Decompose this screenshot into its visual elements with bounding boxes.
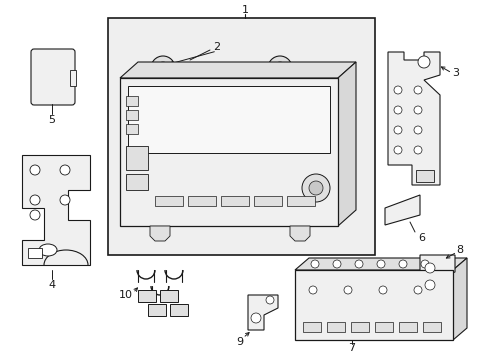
Bar xyxy=(28,248,42,258)
Bar xyxy=(294,270,452,340)
Circle shape xyxy=(151,56,175,80)
Bar xyxy=(160,290,178,302)
Circle shape xyxy=(273,62,285,74)
Circle shape xyxy=(30,165,40,175)
Circle shape xyxy=(60,195,70,205)
Polygon shape xyxy=(247,295,278,330)
Circle shape xyxy=(398,260,406,268)
Bar xyxy=(155,196,183,206)
Bar xyxy=(187,196,216,206)
Text: 6: 6 xyxy=(418,233,425,243)
Polygon shape xyxy=(294,258,466,270)
Polygon shape xyxy=(384,195,419,225)
Polygon shape xyxy=(419,255,454,295)
Circle shape xyxy=(302,174,329,202)
Circle shape xyxy=(265,296,273,304)
Circle shape xyxy=(378,286,386,294)
Bar xyxy=(138,290,156,302)
Bar xyxy=(221,196,248,206)
Polygon shape xyxy=(120,62,355,78)
Text: 8: 8 xyxy=(455,245,463,255)
Polygon shape xyxy=(222,68,234,76)
Text: 7: 7 xyxy=(348,343,355,353)
Circle shape xyxy=(60,165,70,175)
Bar xyxy=(148,304,165,316)
Circle shape xyxy=(420,260,428,268)
Bar xyxy=(350,322,368,332)
Circle shape xyxy=(308,181,323,195)
Bar xyxy=(170,304,187,316)
Bar xyxy=(398,322,416,332)
Text: 3: 3 xyxy=(451,68,459,78)
Circle shape xyxy=(30,195,40,205)
Circle shape xyxy=(413,126,421,134)
Circle shape xyxy=(267,56,291,80)
Circle shape xyxy=(376,260,384,268)
Bar xyxy=(70,70,76,86)
Text: 1: 1 xyxy=(241,5,248,15)
FancyBboxPatch shape xyxy=(31,49,75,105)
Circle shape xyxy=(30,210,40,220)
Bar xyxy=(374,322,392,332)
Circle shape xyxy=(413,286,421,294)
Bar xyxy=(253,196,282,206)
Circle shape xyxy=(393,86,401,94)
Bar xyxy=(303,322,320,332)
Bar xyxy=(286,196,314,206)
Polygon shape xyxy=(452,258,466,340)
Polygon shape xyxy=(337,62,355,226)
Circle shape xyxy=(424,263,434,273)
Circle shape xyxy=(393,146,401,154)
Bar xyxy=(126,110,138,120)
Bar xyxy=(126,174,148,190)
Polygon shape xyxy=(150,226,170,241)
Bar xyxy=(126,124,138,134)
Circle shape xyxy=(250,313,261,323)
Circle shape xyxy=(393,126,401,134)
Polygon shape xyxy=(289,226,309,241)
Text: 9: 9 xyxy=(236,337,243,347)
Circle shape xyxy=(308,286,316,294)
Polygon shape xyxy=(22,155,90,265)
Circle shape xyxy=(310,260,318,268)
Bar xyxy=(326,322,345,332)
Polygon shape xyxy=(387,52,439,185)
Circle shape xyxy=(413,106,421,114)
Text: 10: 10 xyxy=(119,290,133,300)
Bar xyxy=(128,86,329,153)
Text: 2: 2 xyxy=(213,42,220,52)
Circle shape xyxy=(343,286,351,294)
Bar xyxy=(120,78,337,226)
Bar xyxy=(108,18,374,255)
Ellipse shape xyxy=(39,244,57,256)
Circle shape xyxy=(413,146,421,154)
Circle shape xyxy=(393,106,401,114)
Circle shape xyxy=(424,280,434,290)
Bar xyxy=(126,96,138,106)
Circle shape xyxy=(157,62,169,74)
Circle shape xyxy=(354,260,362,268)
Circle shape xyxy=(413,86,421,94)
Bar xyxy=(415,170,433,182)
Text: 4: 4 xyxy=(48,280,56,290)
Bar xyxy=(422,322,440,332)
Bar xyxy=(126,146,148,170)
Text: 5: 5 xyxy=(48,115,55,125)
Circle shape xyxy=(332,260,340,268)
Circle shape xyxy=(417,56,429,68)
